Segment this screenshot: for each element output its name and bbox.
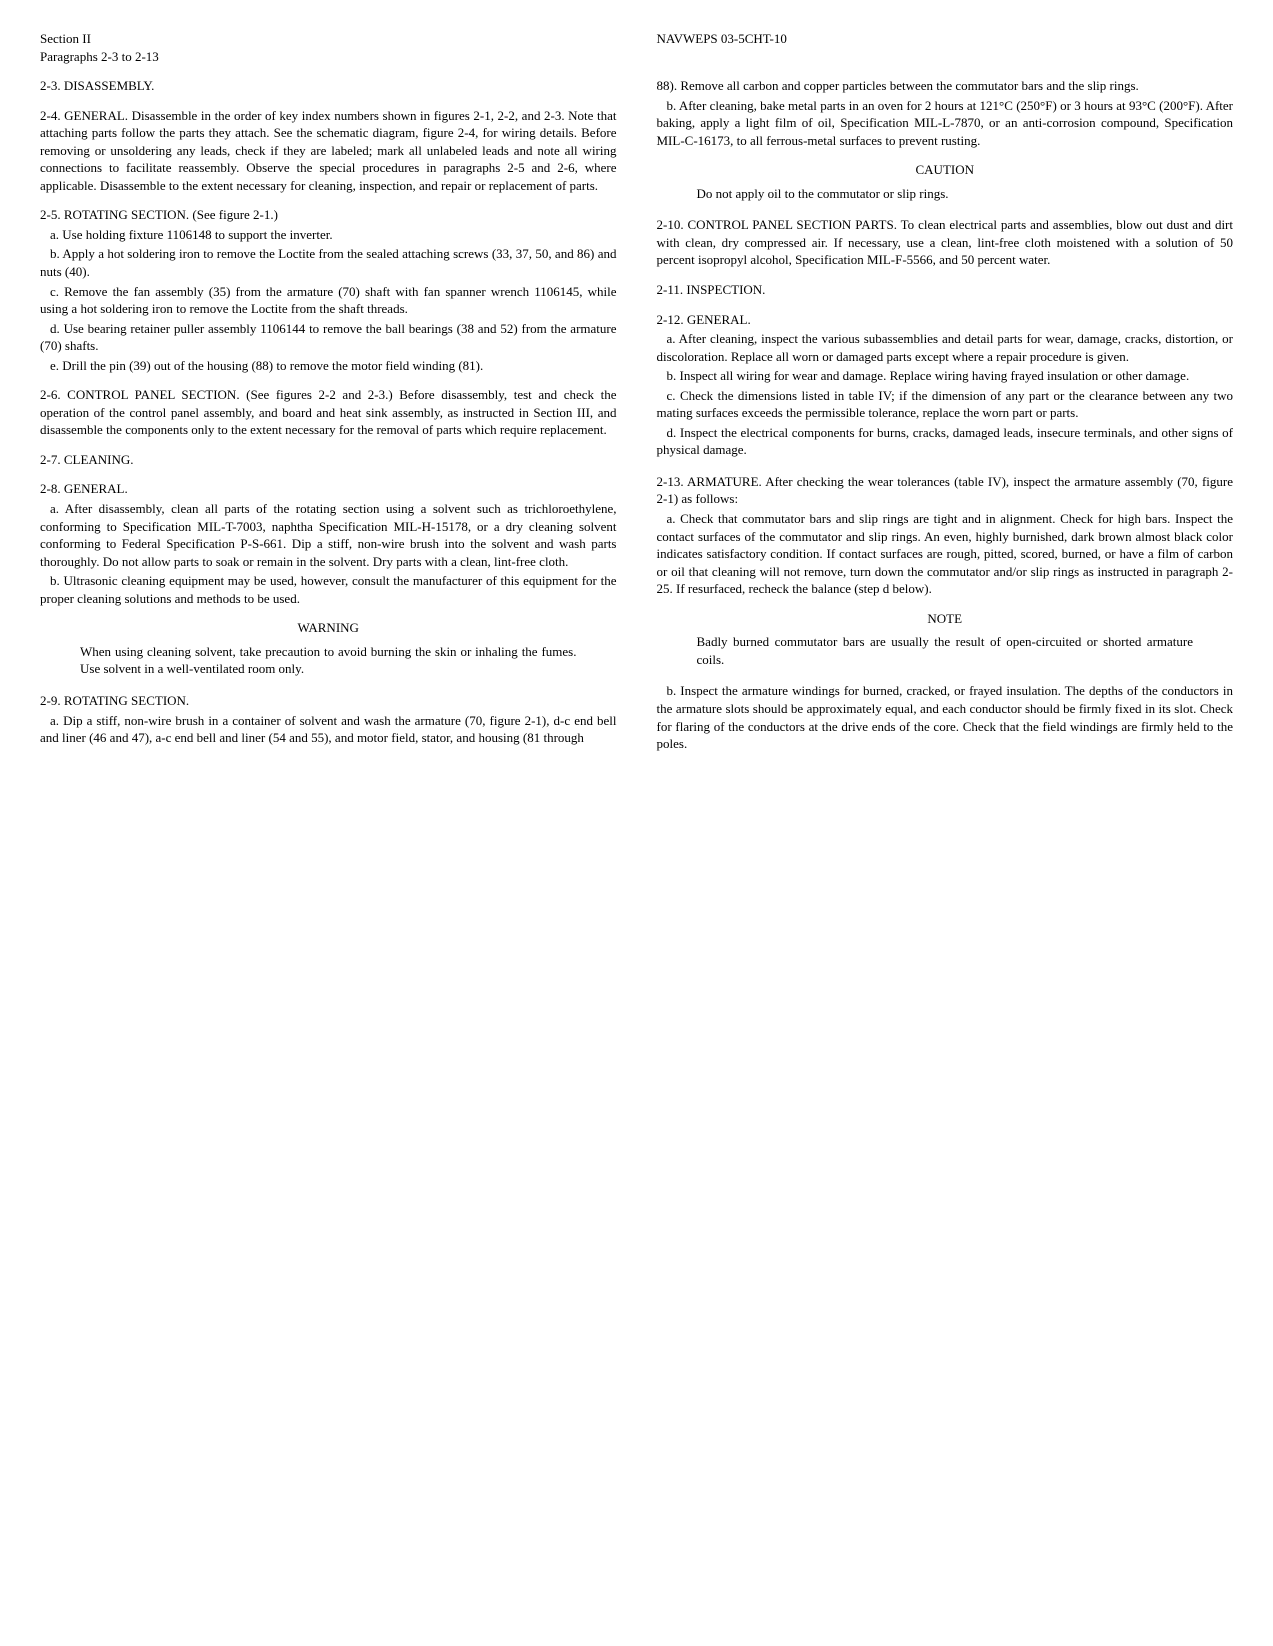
columns: 2-3. DISASSEMBLY. 2-4. GENERAL. Disassem… (40, 77, 1233, 753)
para-2-5-a: a. Use holding fixture 1106148 to suppor… (40, 226, 617, 244)
heading-2-9: 2-9. ROTATING SECTION. (40, 692, 617, 710)
page: Section II NAVWEPS 03-5CHT-10 Paragraphs… (40, 30, 1233, 753)
para-2-13: 2-13. ARMATURE. After checking the wear … (657, 473, 1234, 508)
note-body: Badly burned commutator bars are usually… (697, 633, 1194, 668)
note-label: NOTE (657, 610, 1234, 628)
header-row: Section II NAVWEPS 03-5CHT-10 (40, 30, 1233, 48)
para-2-5-d: d. Use bearing retainer puller assembly … (40, 320, 617, 355)
heading-2-11: 2-11. INSPECTION. (657, 281, 1234, 299)
header-docnum: NAVWEPS 03-5CHT-10 (617, 30, 1234, 48)
para-2-8-a: a. After disassembly, clean all parts of… (40, 500, 617, 570)
left-column: 2-3. DISASSEMBLY. 2-4. GENERAL. Disassem… (40, 77, 617, 753)
para-2-12-a: a. After cleaning, inspect the various s… (657, 330, 1234, 365)
warning-body: When using cleaning solvent, take precau… (80, 643, 577, 678)
warning-label: WARNING (40, 619, 617, 637)
para-2-9-b: b. After cleaning, bake metal parts in a… (657, 97, 1234, 150)
para-2-4: 2-4. GENERAL. Disassemble in the order o… (40, 107, 617, 195)
caution-label: CAUTION (657, 161, 1234, 179)
para-2-8-b: b. Ultrasonic cleaning equipment may be … (40, 572, 617, 607)
right-column: 88). Remove all carbon and copper partic… (657, 77, 1234, 753)
para-2-12-c: c. Check the dimensions listed in table … (657, 387, 1234, 422)
para-2-9-a: a. Dip a stiff, non-wire brush in a cont… (40, 712, 617, 747)
para-2-5-b: b. Apply a hot soldering iron to remove … (40, 245, 617, 280)
para-2-12-b: b. Inspect all wiring for wear and damag… (657, 367, 1234, 385)
page-header: Section II NAVWEPS 03-5CHT-10 Paragraphs… (40, 30, 1233, 65)
header-section: Section II (40, 30, 617, 48)
heading-2-7: 2-7. CLEANING. (40, 451, 617, 469)
heading-2-3: 2-3. DISASSEMBLY. (40, 77, 617, 95)
para-2-6: 2-6. CONTROL PANEL SECTION. (See figures… (40, 386, 617, 439)
heading-2-8: 2-8. GENERAL. (40, 480, 617, 498)
para-2-9-cont: 88). Remove all carbon and copper partic… (657, 77, 1234, 95)
para-2-5-c: c. Remove the fan assembly (35) from the… (40, 283, 617, 318)
para-2-12-d: d. Inspect the electrical components for… (657, 424, 1234, 459)
caution-body: Do not apply oil to the commutator or sl… (697, 185, 1194, 203)
header-paragraphs: Paragraphs 2-3 to 2-13 (40, 48, 1233, 66)
heading-2-5: 2-5. ROTATING SECTION. (See figure 2-1.) (40, 206, 617, 224)
heading-2-12: 2-12. GENERAL. (657, 311, 1234, 329)
para-2-5-e: e. Drill the pin (39) out of the housing… (40, 357, 617, 375)
para-2-13-b: b. Inspect the armature windings for bur… (657, 682, 1234, 752)
para-2-13-a: a. Check that commutator bars and slip r… (657, 510, 1234, 598)
para-2-10: 2-10. CONTROL PANEL SECTION PARTS. To cl… (657, 216, 1234, 269)
